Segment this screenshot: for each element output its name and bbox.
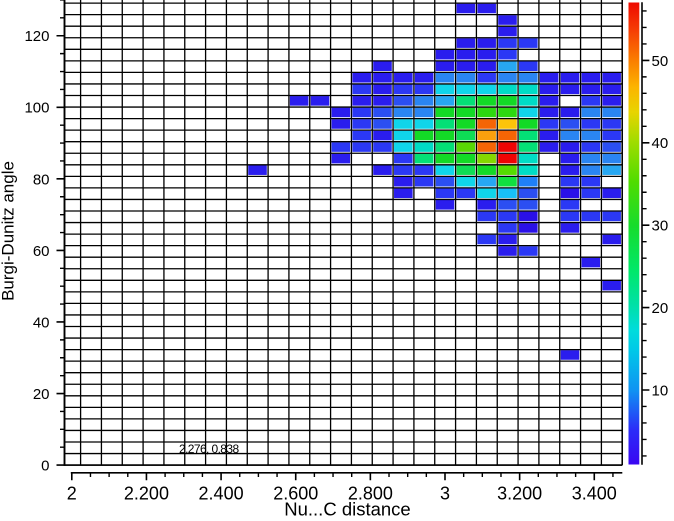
svg-text:2.800: 2.800 xyxy=(348,483,393,503)
svg-text:2.200: 2.200 xyxy=(124,483,169,503)
svg-text:2.600: 2.600 xyxy=(273,483,318,503)
svg-text:30: 30 xyxy=(652,218,669,235)
svg-text:2: 2 xyxy=(67,483,77,503)
svg-text:50: 50 xyxy=(652,53,669,70)
svg-text:Burgi-Dunitz angle: Burgi-Dunitz angle xyxy=(0,161,18,301)
svg-text:40: 40 xyxy=(33,314,50,331)
svg-text:20: 20 xyxy=(33,386,50,403)
svg-text:3.400: 3.400 xyxy=(572,483,617,503)
svg-text:3: 3 xyxy=(440,483,450,503)
svg-text:100: 100 xyxy=(24,100,49,117)
svg-text:0: 0 xyxy=(41,458,49,475)
svg-text:80: 80 xyxy=(33,171,50,188)
svg-text:20: 20 xyxy=(652,300,669,317)
svg-text:Nu...C distance: Nu...C distance xyxy=(284,499,410,520)
svg-text:3.200: 3.200 xyxy=(497,483,542,503)
svg-text:10: 10 xyxy=(652,382,669,399)
svg-text:2.276, 0.838: 2.276, 0.838 xyxy=(179,442,239,456)
svg-text:2.400: 2.400 xyxy=(199,483,244,503)
svg-text:60: 60 xyxy=(33,243,50,260)
svg-text:40: 40 xyxy=(652,135,669,152)
svg-text:120: 120 xyxy=(24,28,49,45)
